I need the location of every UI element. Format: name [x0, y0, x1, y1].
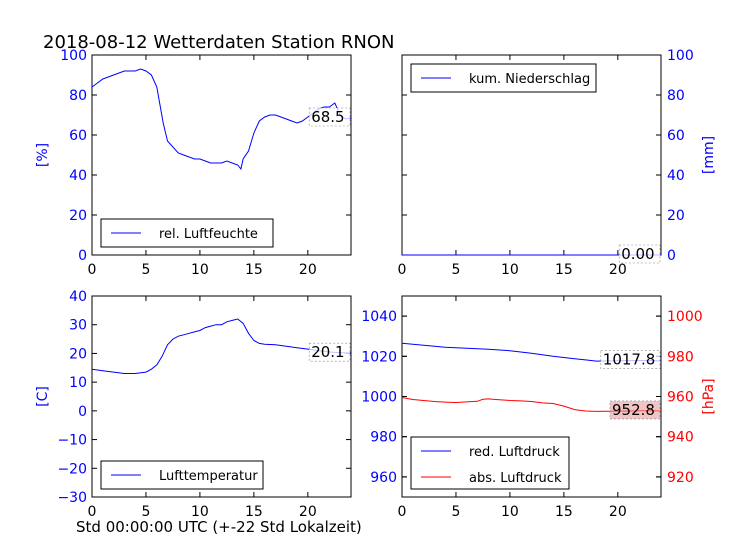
value-label: 20.1 [311, 343, 344, 361]
value-label-box [308, 342, 351, 362]
y-tick-label: 980 [370, 430, 397, 446]
x-tick-label: 20 [299, 504, 317, 520]
y-tick-label-right: 100 [667, 48, 694, 64]
panel-top-left: 0 5 10 15 20 0 20 40 60 80 100 [%] 68.5 rel. Luftfeuc… [35, 48, 352, 278]
value-label: 952.8 [612, 401, 655, 419]
y-tick-label-right: 0 [667, 248, 676, 264]
y-tick-label: 100 [60, 48, 87, 64]
series-line-0 [91, 68, 352, 171]
value-label: 1017.8 [603, 351, 656, 369]
x-tick-label: 20 [609, 262, 627, 278]
value-label-box [600, 350, 661, 370]
x-tick-label: 20 [299, 262, 317, 278]
x-tick-label: 10 [501, 504, 519, 520]
value-label-box [308, 107, 351, 127]
y-tick-label-right: 940 [667, 430, 694, 446]
x-tick-label: 0 [88, 504, 97, 520]
y-tick-label-right: 920 [667, 470, 694, 486]
y-tick-label: 20 [69, 346, 87, 362]
panel-bottom-right: 0 5 10 15 20 960 980 1000 1020 1040 920 940 960 980 10… [361, 295, 717, 520]
x-tick-label: 0 [398, 262, 407, 278]
x-tick-label: 15 [555, 262, 573, 278]
y-tick-label: 40 [69, 289, 87, 305]
y-tick-label: 1040 [361, 309, 397, 325]
y-tick-label: 40 [69, 168, 87, 184]
y-tick-label: 1000 [361, 390, 397, 406]
y-tick-label-right: 80 [667, 88, 685, 104]
x-tick-label: 5 [451, 262, 460, 278]
plot-frame [91, 54, 352, 256]
x-tick-label: 20 [609, 504, 627, 520]
panel-bottom-left: 0 5 10 15 20 −30 −20 −10 0 10 20 30 40 [C] 20.1 Lufttem… [35, 289, 352, 520]
value-label-box [618, 244, 661, 264]
y-tick-label-right: 40 [667, 168, 685, 184]
series-line-0 [91, 318, 352, 374]
y-tick-label: 960 [370, 470, 397, 486]
y-tick-label: 10 [69, 375, 87, 391]
x-axis-label: Std 00:00:00 UTC (+-22 Std Lokalzeit) [76, 518, 362, 536]
y-tick-label: 30 [69, 318, 87, 334]
value-label-box [609, 400, 661, 420]
value-label: 68.5 [311, 108, 344, 126]
y-axis-label: [hPa] [701, 378, 717, 414]
y-axis-label: [mm] [701, 136, 717, 174]
x-tick-label: 5 [141, 262, 150, 278]
y-tick-label: −30 [57, 490, 87, 506]
plot-frame [91, 295, 352, 498]
y-tick-label-right: 60 [667, 128, 685, 144]
y-tick-label-right: 980 [667, 349, 694, 365]
y-axis-label: [C] [35, 386, 51, 407]
x-tick-label: 5 [141, 504, 150, 520]
x-tick-label: 15 [245, 504, 263, 520]
legend-entry: red. Luftdruck [469, 445, 560, 460]
value-label: 0.00 [621, 245, 654, 263]
x-tick-label: 0 [88, 262, 97, 278]
x-tick-label: 15 [555, 504, 573, 520]
y-axis-label: [%] [35, 143, 51, 167]
legend-entry: kum. Niederschlag [469, 72, 590, 87]
y-tick-label: −20 [57, 461, 87, 477]
legend-entry: Lufttemperatur [159, 469, 258, 484]
legend-box [410, 436, 570, 490]
y-tick-label: 80 [69, 88, 87, 104]
y-tick-label: 0 [78, 404, 87, 420]
y-tick-label-right: 1000 [667, 309, 703, 325]
x-tick-label: 10 [191, 262, 209, 278]
y-tick-label: 20 [69, 208, 87, 224]
y-tick-label: −10 [57, 433, 87, 449]
chart-title: 2018-08-12 Wetterdaten Station RNON [43, 32, 394, 53]
x-tick-label: 10 [501, 262, 519, 278]
y-tick-label-right: 960 [667, 390, 694, 406]
x-tick-label: 15 [245, 262, 263, 278]
legend-entry: rel. Luftfeuchte [159, 227, 258, 242]
legend-entry: abs. Luftdruck [469, 471, 562, 486]
x-tick-label: 0 [398, 504, 407, 520]
y-tick-label: 60 [69, 128, 87, 144]
panel-top-right: 0 5 10 15 20 0 20 40 60 80 100 [mm] 0.00 kum. Nieders… [398, 48, 717, 278]
x-tick-label: 10 [191, 504, 209, 520]
y-tick-label-right: 20 [667, 208, 685, 224]
y-tick-label: 0 [78, 248, 87, 264]
y-tick-label: 1020 [361, 349, 397, 365]
x-tick-label: 5 [451, 504, 460, 520]
